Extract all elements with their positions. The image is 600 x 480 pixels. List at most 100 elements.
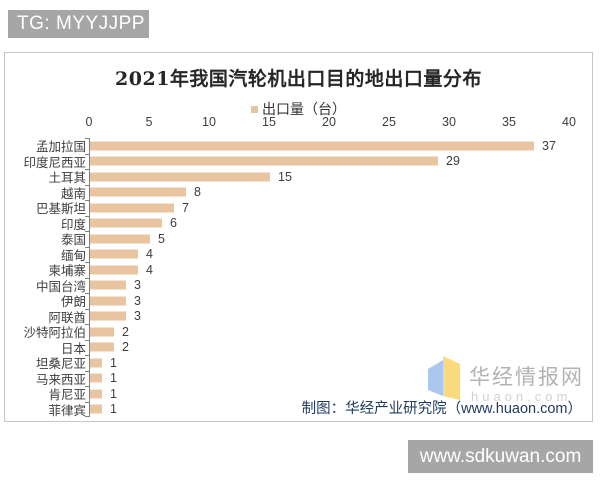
y-axis-tick bbox=[85, 370, 89, 372]
bar-row: 马来西亚 1 bbox=[5, 371, 586, 387]
y-axis-tick bbox=[85, 401, 89, 403]
bar-value-label: 1 bbox=[110, 402, 117, 417]
watermark-badge-top: TG: MYYJJPP bbox=[8, 10, 149, 38]
y-axis-tick bbox=[85, 138, 89, 139]
bar-track: 2 bbox=[90, 324, 586, 340]
bar bbox=[90, 156, 438, 166]
bar bbox=[90, 327, 114, 337]
bar-row: 日本 2 bbox=[5, 340, 586, 356]
bar-row: 菲律宾 1 bbox=[5, 402, 586, 418]
y-axis-tick bbox=[85, 339, 89, 341]
category-label: 印度尼西亚 bbox=[23, 155, 86, 170]
bar-value-label: 2 bbox=[122, 340, 129, 355]
bar-value-label: 15 bbox=[278, 169, 292, 184]
y-axis-tick bbox=[85, 308, 89, 310]
watermark-badge-top-label: TG: MYYJJPP bbox=[17, 13, 145, 34]
bar-track: 3 bbox=[90, 309, 586, 325]
y-axis-tick bbox=[85, 386, 89, 387]
category-label: 伊朗 bbox=[60, 295, 86, 310]
y-axis-tick bbox=[85, 231, 89, 232]
bar-row: 沙特阿拉伯 2 bbox=[5, 324, 586, 341]
bar bbox=[90, 358, 102, 368]
bar bbox=[90, 203, 174, 213]
y-axis-tick bbox=[85, 215, 89, 217]
y-axis-line bbox=[89, 138, 90, 417]
bar-row: 阿联酋 3 bbox=[5, 309, 586, 325]
bar-track: 37 bbox=[90, 138, 586, 154]
x-tick-label: 35 bbox=[502, 115, 516, 129]
bar-value-label: 4 bbox=[146, 262, 153, 277]
category-label: 孟加拉国 bbox=[35, 140, 86, 155]
bar-row: 柬埔寨 4 bbox=[5, 262, 586, 279]
bar-value-label: 1 bbox=[110, 355, 117, 370]
bar bbox=[90, 404, 102, 414]
bar-value-label: 4 bbox=[146, 247, 153, 262]
bar-track: 3 bbox=[90, 293, 586, 309]
bar-row: 肯尼亚 1 bbox=[5, 386, 586, 403]
x-tick-label: 0 bbox=[85, 115, 93, 129]
category-label: 中国台湾 bbox=[35, 279, 86, 294]
bar-row: 缅甸 4 bbox=[5, 247, 586, 263]
bar-track: 15 bbox=[90, 169, 586, 185]
y-axis-tick bbox=[85, 277, 89, 279]
bar-track: 2 bbox=[90, 340, 586, 356]
x-tick-label: 40 bbox=[562, 115, 576, 129]
bar-row: 中国台湾 3 bbox=[5, 278, 586, 294]
x-tick-label: 10 bbox=[202, 115, 216, 129]
x-tick-label: 30 bbox=[442, 115, 456, 129]
bar-value-label: 6 bbox=[170, 216, 177, 231]
x-tick-label: 15 bbox=[262, 115, 276, 129]
bar-value-label: 3 bbox=[134, 278, 141, 293]
x-tick-label: 20 bbox=[322, 115, 336, 129]
bar-value-label: 1 bbox=[110, 371, 117, 386]
category-label: 巴基斯坦 bbox=[35, 202, 86, 217]
category-label: 缅甸 bbox=[60, 248, 86, 263]
bar-track: 1 bbox=[90, 402, 586, 418]
bar bbox=[90, 187, 186, 197]
legend-swatch-icon bbox=[251, 105, 258, 113]
bar bbox=[90, 296, 126, 306]
bar bbox=[90, 265, 138, 275]
bar-track: 1 bbox=[90, 371, 586, 387]
bar bbox=[90, 342, 114, 352]
y-axis-tick bbox=[85, 246, 89, 248]
bar-value-label: 3 bbox=[134, 309, 141, 324]
category-label: 肯尼亚 bbox=[48, 388, 86, 403]
category-label: 坦桑尼亚 bbox=[35, 357, 86, 372]
bar bbox=[90, 249, 138, 259]
bar bbox=[90, 172, 270, 182]
y-axis-tick bbox=[85, 262, 89, 263]
y-axis-tick bbox=[85, 184, 89, 186]
bar-row: 土耳其 15 bbox=[5, 169, 586, 186]
bar-value-label: 1 bbox=[110, 386, 117, 401]
bar-track: 4 bbox=[90, 262, 586, 278]
category-label: 越南 bbox=[60, 186, 86, 201]
watermark-badge-bottom: www.sdkuwan.com bbox=[408, 440, 593, 473]
bar bbox=[90, 280, 126, 290]
y-axis-tick bbox=[85, 324, 89, 325]
category-label: 阿联酋 bbox=[48, 310, 86, 325]
bar bbox=[90, 218, 162, 228]
category-label: 沙特阿拉伯 bbox=[23, 326, 86, 341]
bar-plot: 孟加拉国 37 印度尼西亚 29 土耳其 15 越南 8 巴基斯坦 7 印度 6 泰国 5 缅甸 4 柬埔寨 4 中… bbox=[5, 138, 586, 418]
bar-track: 1 bbox=[90, 386, 586, 402]
category-label: 马来西亚 bbox=[35, 372, 86, 387]
watermark-badge-bottom-label: www.sdkuwan.com bbox=[419, 445, 582, 467]
bar bbox=[90, 389, 102, 399]
y-axis-tick bbox=[85, 416, 89, 417]
y-axis-tick bbox=[85, 293, 89, 294]
bar-track: 3 bbox=[90, 278, 586, 294]
chart-container: 2021年我国汽轮机出口目的地出口量分布 出口量（台） 0 5 10 15 20 25 30… bbox=[4, 52, 593, 422]
bar-value-label: 8 bbox=[194, 185, 201, 200]
y-axis-tick bbox=[85, 169, 89, 170]
bar-value-label: 7 bbox=[182, 200, 189, 215]
bar-track: 8 bbox=[90, 185, 586, 201]
bar-row: 印度 6 bbox=[5, 216, 586, 232]
bar bbox=[90, 373, 102, 383]
chart-legend: 出口量（台） bbox=[5, 99, 592, 119]
bar-row: 越南 8 bbox=[5, 185, 586, 201]
bar bbox=[90, 234, 150, 244]
bar-row: 印度尼西亚 29 bbox=[5, 154, 586, 170]
category-label: 印度 bbox=[60, 217, 86, 232]
